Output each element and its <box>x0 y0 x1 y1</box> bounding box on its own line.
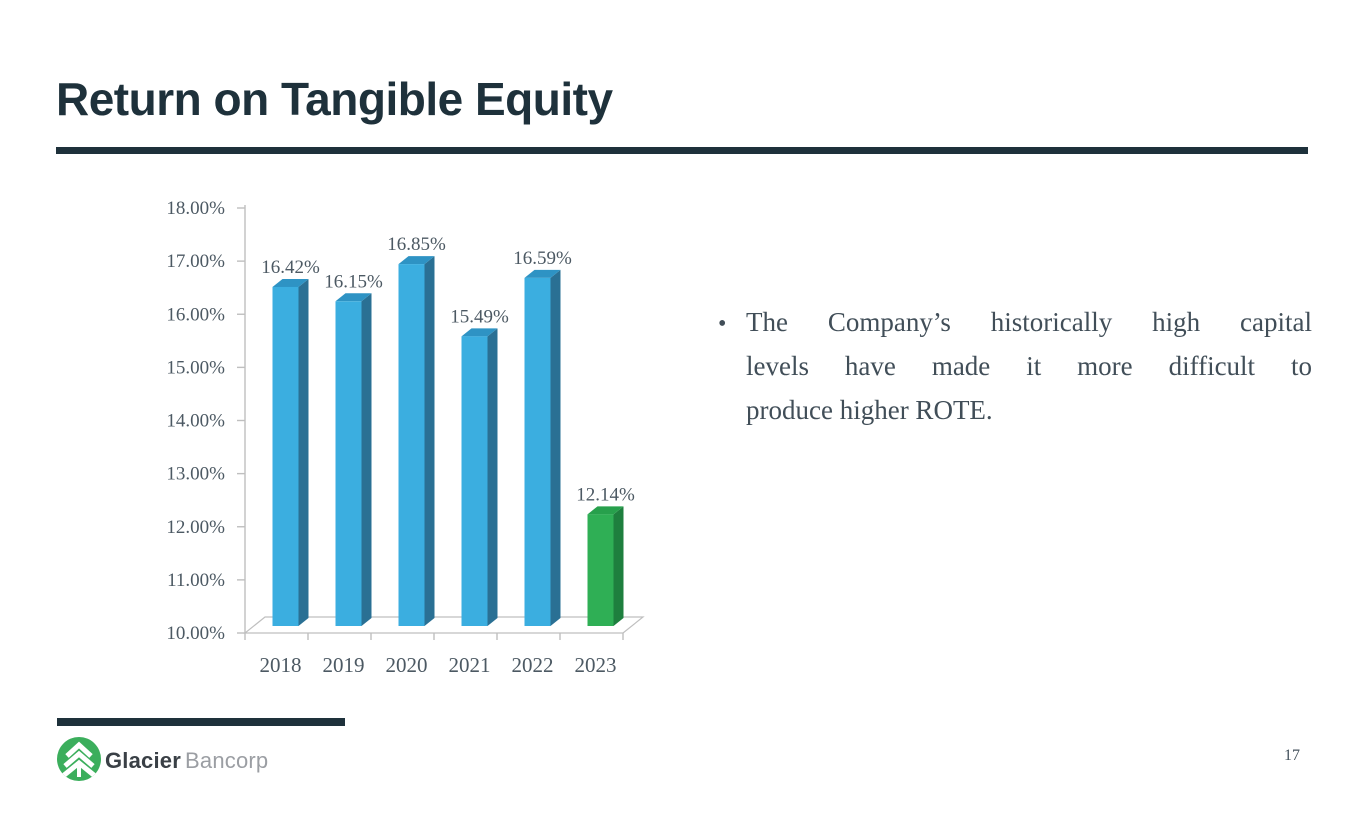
brand-name-secondary: Bancorp <box>185 748 269 773</box>
bar-value-label: 16.15% <box>324 271 383 292</box>
bar-side-face <box>550 269 561 626</box>
bar-top-face <box>335 293 372 302</box>
page-title: Return on Tangible Equity <box>56 73 613 125</box>
y-tick-label: 14.00% <box>166 411 225 432</box>
brand-name-primary: Glacier <box>105 748 182 773</box>
x-axis-label: 2022 <box>512 653 554 677</box>
bar-2019 <box>335 293 372 626</box>
x-axis-label: 2018 <box>260 653 302 677</box>
page-number: 17 <box>1284 747 1300 764</box>
commentary-block: • The Company’s historically high capita… <box>712 300 1312 432</box>
bar-side-face <box>487 328 498 626</box>
bullet-text: The Company’s historically high capital … <box>746 300 1312 432</box>
y-tick-label: 17.00% <box>166 251 225 272</box>
y-tick-label: 10.00% <box>166 623 225 644</box>
bar-side-face <box>298 278 309 626</box>
y-tick-label: 11.00% <box>167 570 225 591</box>
bar-top-face <box>461 328 498 337</box>
chart-canvas: 10.00% 11.00% 12.00% 13.00% 14.00% 15.00% 16.0… <box>166 198 645 677</box>
x-axis-label: 2021 <box>449 653 491 677</box>
bar-value-label: 16.59% <box>513 248 572 269</box>
bar-value-label: 12.14% <box>576 484 635 505</box>
y-tick-label: 13.00% <box>166 464 225 485</box>
bar-top-face <box>524 269 561 278</box>
x-axis-label: 2023 <box>575 653 617 677</box>
y-tick-label: 16.00% <box>166 304 225 325</box>
rote-bar-chart: 10.00% 11.00% 12.00% 13.00% 14.00% 15.00% 16.0… <box>125 190 685 690</box>
bullet-text-line: The Company’s historically high capital <box>746 307 1312 337</box>
bar-front-face <box>398 264 425 626</box>
brand-wordmark: Glacier Bancorp <box>105 748 268 774</box>
bullet-text-line: levels have made it more difficult to <box>746 351 1312 381</box>
bullet-text-line: produce higher ROTE. <box>746 395 993 425</box>
bar-2018 <box>272 278 309 626</box>
bar-2022 <box>524 269 561 626</box>
bullet-point-marker: • <box>718 311 727 337</box>
x-axis-label: 2020 <box>386 653 428 677</box>
bar-front-face <box>587 514 614 626</box>
bar-side-face <box>424 256 435 626</box>
y-tick-label: 15.00% <box>166 357 225 378</box>
bar-front-face <box>335 301 362 626</box>
title-underline <box>56 147 1308 154</box>
bar-side-face <box>613 506 624 626</box>
bar-top-face <box>587 506 624 515</box>
bar-front-face <box>461 336 488 626</box>
bar-value-label: 16.42% <box>261 257 320 278</box>
bar-2020 <box>398 256 435 626</box>
bar-2021 <box>461 328 498 626</box>
bar-value-label: 16.85% <box>387 234 446 255</box>
bar-top-face <box>398 256 435 265</box>
bar-value-label: 15.49% <box>450 306 509 327</box>
x-axis-label: 2019 <box>323 653 365 677</box>
bar-top-face <box>272 278 309 287</box>
y-tick-label: 12.00% <box>166 517 225 538</box>
evergreen-tree-icon <box>57 737 101 781</box>
y-tick-label: 18.00% <box>166 198 225 219</box>
bar-front-face <box>524 277 551 626</box>
bar-side-face <box>361 293 372 626</box>
bar-front-face <box>272 286 299 626</box>
bar-2023 <box>587 506 624 626</box>
footer-accent-bar <box>57 718 345 726</box>
